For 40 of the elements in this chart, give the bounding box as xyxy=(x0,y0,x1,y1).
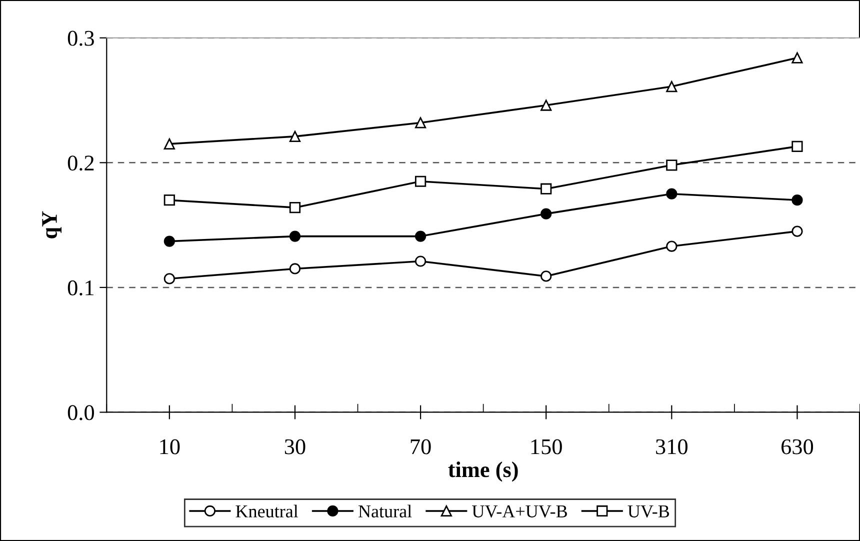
legend-label: Natural xyxy=(358,504,412,518)
point xyxy=(414,117,426,128)
point xyxy=(666,188,678,200)
x-tick-label: 310 xyxy=(656,439,688,454)
y-tick-label: 0.2 xyxy=(68,156,94,171)
x-tick-label: 70 xyxy=(410,439,431,454)
x-tick-label: 10 xyxy=(160,439,180,454)
point xyxy=(540,183,552,194)
point xyxy=(792,140,803,152)
point xyxy=(540,270,552,282)
point xyxy=(289,230,301,242)
point xyxy=(540,100,552,111)
y-tick-label: 0.1 xyxy=(68,280,94,296)
point xyxy=(540,208,552,220)
point xyxy=(792,194,803,206)
point xyxy=(666,80,678,92)
x-tick-label: 150 xyxy=(531,439,562,454)
point xyxy=(164,236,175,247)
point xyxy=(289,202,301,214)
point xyxy=(289,263,301,274)
x-tick-label: 630 xyxy=(782,439,814,454)
point xyxy=(164,194,175,206)
legend-label: UV-B xyxy=(628,505,670,518)
point xyxy=(666,160,678,171)
legend-label: Kneutral xyxy=(236,504,298,518)
point xyxy=(792,52,803,64)
point xyxy=(164,273,175,284)
y-tick-label: 0.0 xyxy=(68,405,94,420)
point xyxy=(792,226,803,237)
point xyxy=(414,176,426,187)
point xyxy=(666,240,678,252)
legend-label: UV-A+UV-B xyxy=(472,505,567,518)
point xyxy=(164,138,175,150)
y-axis-title: qY xyxy=(42,211,62,238)
point xyxy=(289,130,301,142)
x-tick-label: 30 xyxy=(284,439,306,454)
x-axis-title: time (s) xyxy=(448,462,518,482)
point xyxy=(414,230,426,242)
y-tick-label: 0.3 xyxy=(68,30,94,46)
point xyxy=(414,256,426,267)
